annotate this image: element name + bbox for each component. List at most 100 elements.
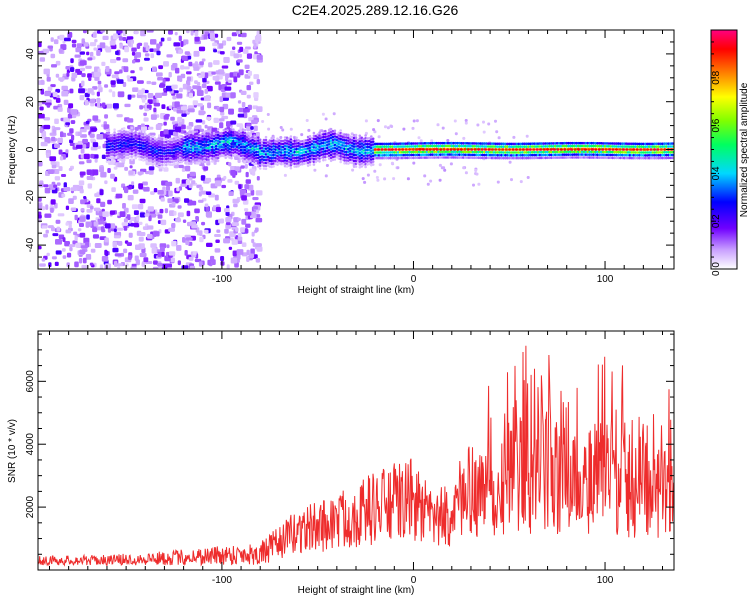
band-peak-cell [494,148,498,151]
noise-cell [186,125,192,130]
snr-x-axis-label: Height of straight line (km) [298,585,415,596]
noise-cell [86,214,90,220]
noise-cell [102,35,109,41]
band-cell [553,153,557,157]
band-cell [481,156,484,160]
noise-cell [43,117,51,121]
noise-cell [186,30,190,34]
noise-cell [157,251,162,258]
band-peak-cell [508,148,512,151]
band-cell [128,146,132,150]
band-cell [651,154,655,157]
band-cell [649,145,653,148]
noise-cell [249,168,256,173]
band-cell [611,156,614,160]
band-cell [404,156,408,160]
noise-cell [255,217,263,223]
band-cell [653,151,657,154]
noise-cell [256,246,263,252]
band-cell [149,150,153,154]
band-cell [598,142,601,145]
band-cell [661,153,664,157]
band-cell [665,153,668,157]
noise-cell [50,84,56,88]
noise-cell [219,51,225,55]
band-peak-cell [563,148,567,151]
band-cell [136,155,139,158]
band-cell [412,145,415,148]
band-cell [622,156,626,160]
noise-cell [204,72,209,79]
band-cell [186,140,189,144]
noise-cell [98,84,102,89]
band-cell [571,141,574,145]
band-cell [485,153,488,157]
band-cell [663,145,666,148]
band-cell [565,144,568,148]
band-cell [500,142,503,146]
band-cell [398,153,402,157]
noise-cell [482,130,486,134]
band-cell [605,153,609,157]
noise-cell [215,239,220,244]
noise-cell [171,240,177,247]
band-cell [647,156,651,160]
band-cell [293,150,296,154]
band-cell [427,150,431,154]
noise-cell [139,66,143,71]
band-cell [140,155,143,159]
band-cell [201,143,204,147]
noise-cell [237,236,243,241]
band-cell [324,129,327,133]
band-cell [511,142,515,146]
noise-cell [84,92,90,98]
noise-cell [104,180,108,185]
band-cell [596,156,599,159]
colorbar-tick-label: 0.0 [711,262,722,276]
noise-cell [55,60,61,66]
noise-cell [148,215,152,222]
noise-cell [266,113,270,116]
noise-cell [141,126,148,131]
band-cell [624,142,628,145]
noise-cell [100,30,105,33]
band-cell [364,162,367,166]
noise-cell [94,243,102,249]
noise-cell [86,175,94,181]
noise-cell [245,171,249,178]
band-cell [224,130,227,134]
band-cell [644,151,647,154]
band-cell [509,145,513,149]
band-cell [488,156,492,160]
noise-cell [90,205,94,210]
noise-cell [169,210,175,217]
band-cell [163,158,166,161]
band-cell [534,153,538,157]
band-cell [439,156,442,159]
band-cell [400,153,404,157]
band-cell [655,145,659,148]
band-cell [136,135,139,138]
noise-cell [245,46,251,50]
band-cell [479,150,482,154]
band-cell [488,145,492,148]
band-cell [670,153,674,157]
band-cell [622,142,626,145]
band-cell [124,136,128,140]
band-cell [220,154,224,158]
band-cell [425,156,429,159]
noise-cell [204,124,208,129]
band-cell [393,154,396,157]
noise-cell [76,144,83,149]
band-cell [530,151,534,154]
band-cell [642,156,645,160]
band-cell [615,156,618,160]
band-cell [559,142,563,145]
band-cell [536,156,540,160]
band-cell [481,153,484,157]
band-peak-cell [439,148,443,151]
band-cell [396,142,400,146]
band-cell [398,145,402,148]
band-cell [584,141,588,145]
band-cell [249,148,252,151]
